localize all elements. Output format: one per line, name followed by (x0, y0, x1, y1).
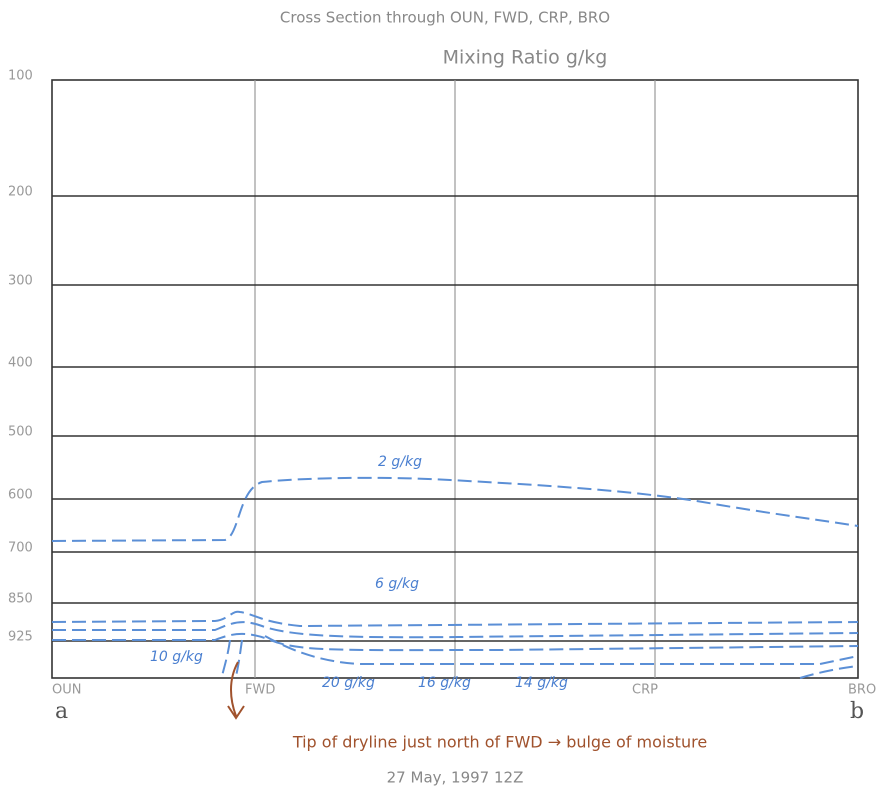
endpoint-label: a (55, 699, 68, 724)
contour-label: 16 g/kg (418, 675, 471, 691)
endpoint-label: b (850, 699, 864, 724)
annotation: Tip of dryline just north of FWD → bulge… (292, 733, 707, 752)
contour-label: 20 g/kg (322, 675, 375, 691)
pressure-label: 600 (8, 488, 33, 503)
pressure-label: 200 (8, 185, 33, 200)
station-label: OUN (52, 683, 81, 698)
pressure-label: 100 (8, 69, 33, 84)
cross-section: Cross Section through OUN, FWD, CRP, BRO… (0, 0, 884, 793)
station-label: CRP (632, 683, 658, 698)
date: 27 May, 1997 12Z (387, 769, 524, 787)
station-label: BRO (848, 683, 876, 698)
title: Cross Section through OUN, FWD, CRP, BRO (280, 9, 610, 27)
pressure-label: 300 (8, 274, 33, 289)
contour-label: 6 g/kg (375, 576, 419, 592)
pressure-label: 500 (8, 425, 33, 440)
pressure-label: 400 (8, 356, 33, 371)
arrow (228, 662, 244, 718)
pressure-label: 850 (8, 592, 33, 607)
contour-label: 10 g/kg (150, 649, 203, 665)
contour-label: 2 g/kg (378, 454, 422, 470)
pressure-label: 700 (8, 541, 33, 556)
station-label: FWD (245, 683, 275, 698)
pressure-labels: 100 200 300 400 500 600 700 850 925 (8, 69, 33, 645)
plot-frame (52, 80, 858, 678)
pressure-label: 925 (8, 630, 33, 645)
subtitle: Mixing Ratio g/kg (443, 47, 608, 69)
contour-label: 14 g/kg (515, 675, 568, 691)
